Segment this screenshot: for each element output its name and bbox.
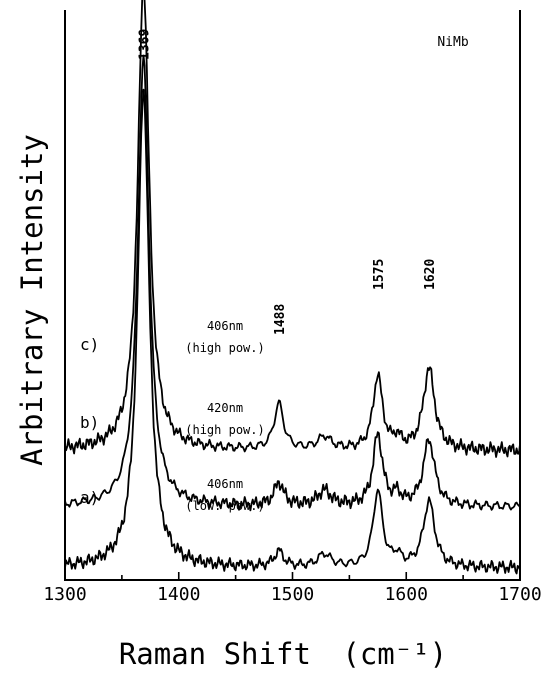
x-axis-ticks: 1300 1400 1500 1600 1700 (43, 572, 542, 605)
curve-label-c: c) (80, 335, 99, 354)
x-tick-label: 1700 (498, 584, 541, 605)
x-axis-title: Raman Shift (cm⁻¹) (119, 637, 447, 671)
spectrum-line-a (64, 88, 521, 575)
x-axis-title-text: Raman Shift (119, 637, 311, 671)
curve-annotation-wavelength: 420nm (207, 401, 243, 415)
sample-label: NiMb (437, 35, 468, 50)
spectra-group (64, 0, 521, 575)
curve-annotation-wavelength: 406nm (207, 477, 243, 491)
spectrum-line-c (64, 0, 521, 458)
curve-annotation-power: (high pow.) (185, 423, 264, 437)
peak-label-1369: 1369 (137, 29, 152, 60)
peak-labels-group: 1369 1488 1575 1620 (137, 29, 438, 335)
curve-annotations-group: c) 406nm (high pow.) b) 420nm (high pow.) a) 40… (80, 319, 265, 513)
x-tick-label: 1300 (43, 584, 86, 605)
peak-label-1620: 1620 (423, 259, 438, 290)
curve-annotation-power: (low. pow.) (185, 499, 264, 513)
x-tick-label: 1500 (271, 584, 314, 605)
peak-label-1575: 1575 (372, 259, 387, 290)
x-tick-label: 1600 (385, 584, 428, 605)
curve-label-a: a) (80, 488, 99, 507)
x-tick-label: 1400 (157, 584, 200, 605)
curve-annotation-power: (high pow.) (185, 341, 264, 355)
curve-annotation-wavelength: 406nm (207, 319, 243, 333)
peak-label-1488: 1488 (273, 304, 288, 335)
spectrum-line-b (64, 54, 521, 512)
curve-label-b: b) (80, 413, 99, 432)
x-axis-title-unit: (cm⁻¹) (342, 637, 447, 671)
y-axis-title: Arbitrary Intensity (15, 134, 49, 466)
